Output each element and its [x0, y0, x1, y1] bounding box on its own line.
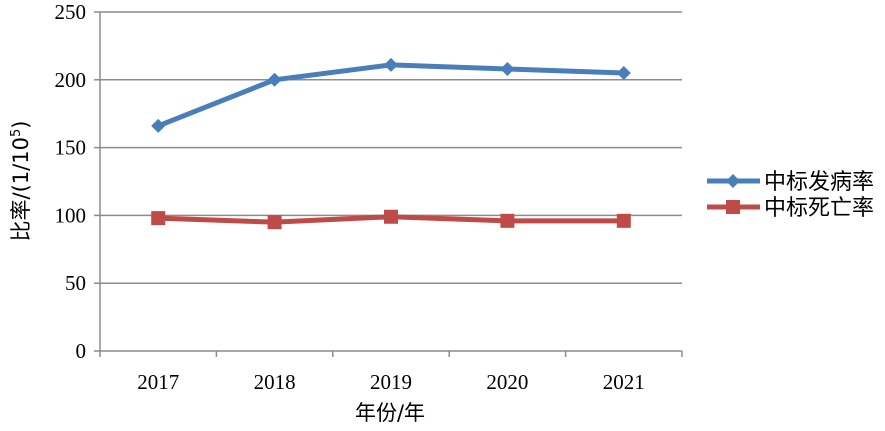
legend-marker-diamond [726, 174, 740, 188]
x-tick-label: 2020 [486, 370, 528, 394]
y-axis-title: 比率/(1/105) [9, 121, 33, 242]
y-tick-label: 100 [55, 203, 87, 227]
y-tick-label: 50 [65, 271, 86, 295]
y-tick-label: 200 [55, 68, 87, 92]
y-tick-label: 150 [55, 136, 87, 160]
legend-marker-square [726, 200, 740, 214]
data-point-diamond [384, 57, 398, 72]
x-tick-label: 2019 [370, 370, 412, 394]
x-axis-title: 年份/年 [355, 401, 425, 425]
data-point-diamond [500, 61, 515, 76]
data-point-diamond [267, 72, 282, 87]
y-tick-label: 250 [55, 0, 87, 24]
legend-label-mortality: 中标死亡率 [764, 196, 874, 221]
x-tick-label: 2018 [254, 370, 296, 394]
y-axis-title-close: ) [9, 121, 33, 129]
data-point-square [151, 211, 166, 226]
y-axis-title-superscript: 5 [9, 129, 24, 137]
data-point-diamond [151, 118, 166, 133]
axes [94, 11, 683, 357]
y-tick-label: 0 [76, 339, 87, 363]
legend-label-incidence: 中标发病率 [764, 170, 874, 195]
data-point-square [267, 215, 282, 230]
legend-item-incidence: 中标发病率 [707, 170, 874, 195]
data-point-square [500, 213, 515, 228]
y-tick-labels: 0 50 100 150 200 250 [55, 0, 87, 363]
x-tick-label: 2017 [137, 370, 179, 394]
x-tick-labels: 2017 2018 2019 2020 2021 [137, 370, 645, 394]
data-point-square [616, 213, 631, 228]
series-lines [151, 57, 631, 230]
legend: 中标发病率 中标死亡率 [707, 170, 874, 221]
series-line-0 [157, 62, 624, 129]
legend-item-mortality: 中标死亡率 [707, 196, 874, 221]
gridlines [100, 11, 682, 284]
y-axis-title-main: 比率/(1/10 [9, 137, 33, 241]
data-point-square [384, 209, 398, 224]
x-tick-label: 2021 [603, 370, 645, 394]
data-point-diamond [616, 66, 631, 81]
